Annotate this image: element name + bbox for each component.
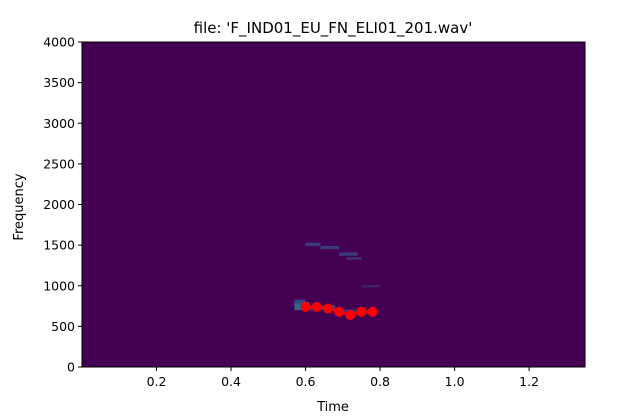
- y-tick-label: 1500: [43, 238, 75, 253]
- pitch-point: [300, 301, 311, 312]
- y-tick-label: 4000: [43, 35, 75, 50]
- x-tick-label: 0.4: [221, 374, 241, 389]
- pitch-point: [334, 306, 345, 317]
- pitch-point: [311, 301, 322, 312]
- x-axis: 0.2 0.4 0.6 0.8 1.0 1.2: [147, 367, 539, 389]
- y-axis: 0 500 1000 1500 2000 2500 3000 3500 4000: [43, 35, 82, 375]
- pitch-point: [367, 306, 378, 317]
- spectral-energy-cell: [346, 257, 362, 260]
- y-tick-label: 3000: [43, 116, 75, 131]
- x-tick-label: 1.0: [445, 374, 465, 389]
- pitch-series-layer: [300, 301, 378, 320]
- spectral-energy-cell: [339, 252, 358, 256]
- y-tick-label: 0: [67, 360, 75, 375]
- y-tick-label: 2500: [43, 156, 75, 171]
- x-tick-label: 1.2: [519, 374, 539, 389]
- plot-area: [81, 41, 586, 368]
- spectral-energy-cell: [294, 299, 306, 304]
- y-axis-label: Frequency: [12, 173, 27, 240]
- pitch-point: [322, 303, 333, 314]
- pitch-point: [345, 310, 356, 320]
- y-tick-label: 2000: [43, 197, 75, 212]
- x-axis-label: Time: [316, 400, 349, 415]
- spectral-energy-cell: [361, 284, 381, 288]
- spectrogram-background: [82, 42, 585, 367]
- spectral-energy-cell: [305, 242, 321, 246]
- y-tick-label: 500: [51, 319, 75, 334]
- x-tick-label: 0.2: [147, 374, 167, 389]
- spectral-energy-cell: [320, 245, 340, 250]
- x-tick-label: 0.8: [370, 374, 390, 389]
- chart-title: file: 'F_IND01_EU_FN_ELI01_201.wav': [194, 19, 473, 38]
- y-tick-label: 3500: [43, 75, 75, 90]
- y-tick-label: 1000: [43, 278, 75, 293]
- x-tick-label: 0.6: [296, 374, 316, 389]
- pitch-point: [356, 306, 367, 317]
